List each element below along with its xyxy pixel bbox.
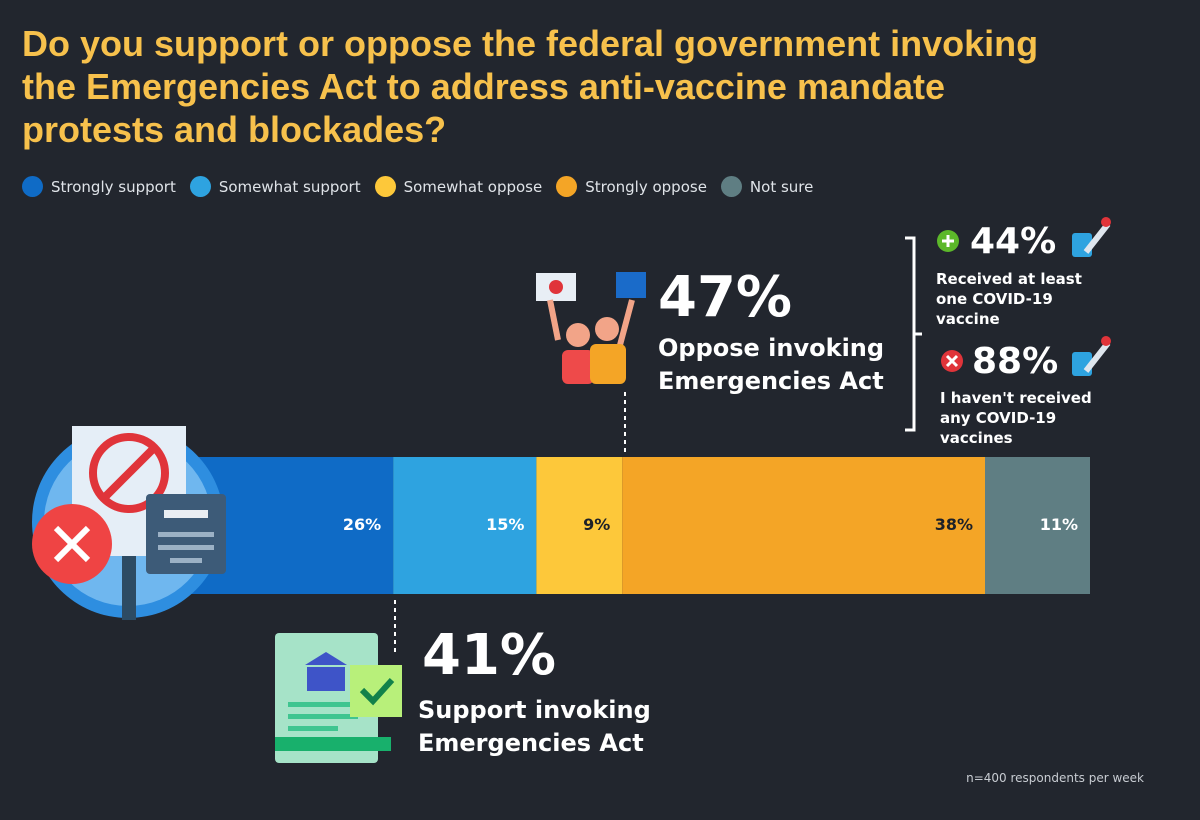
protest-icon bbox=[32, 426, 226, 620]
people-icon bbox=[536, 272, 646, 384]
bar-group: 26% 15% 9% 38% 11% bbox=[145, 457, 1090, 594]
legend-swatch bbox=[720, 176, 742, 197]
bracket bbox=[905, 236, 922, 432]
bar-segment bbox=[622, 457, 985, 594]
support-text: Support invoking Emergencies Act bbox=[418, 696, 651, 757]
legend: Strongly support Somewhat support Somewhat… bbox=[22, 176, 813, 197]
legend-swatch bbox=[22, 176, 43, 197]
value-label: 26% bbox=[343, 515, 381, 534]
vaccinated-text: Received at least one COVID-19 vaccine bbox=[936, 270, 1082, 328]
value-label: 38% bbox=[935, 515, 973, 534]
value-label: 15% bbox=[486, 515, 524, 534]
oppose-text: Oppose invoking Emergencies Act bbox=[658, 334, 885, 395]
bar-segment bbox=[393, 457, 537, 594]
unvaccinated-text: I haven't received any COVID-19 vaccines bbox=[940, 389, 1092, 447]
legend-label: Strongly oppose bbox=[585, 177, 707, 196]
legend-label: Somewhat support bbox=[218, 177, 361, 196]
vaccinated-pct: 44% bbox=[970, 221, 1057, 262]
legend-item: Strongly support bbox=[22, 176, 176, 197]
legend-label: Strongly support bbox=[51, 177, 176, 196]
bar-segment bbox=[536, 457, 623, 594]
note: n=400 respondents per week bbox=[966, 771, 1144, 785]
legend-label: Somewhat oppose bbox=[403, 177, 543, 196]
legend-item: Somewhat support bbox=[189, 176, 361, 197]
document-icon bbox=[275, 633, 402, 763]
legend-item: Somewhat oppose bbox=[374, 176, 543, 197]
vaccine-icon bbox=[1072, 217, 1111, 257]
support-pct: 41% bbox=[422, 623, 557, 688]
legend-swatch bbox=[374, 176, 396, 197]
legend-swatch bbox=[556, 176, 578, 197]
oppose-pct: 47% bbox=[658, 265, 793, 330]
unvaccinated-pct: 88% bbox=[972, 341, 1059, 382]
cross-icon bbox=[941, 350, 963, 372]
plus-icon bbox=[937, 230, 959, 252]
legend-swatch bbox=[189, 176, 211, 197]
legend-item: Strongly oppose bbox=[556, 176, 707, 197]
legend-item: Not sure bbox=[720, 176, 814, 197]
value-label: 9% bbox=[583, 515, 610, 534]
vaccine-icon bbox=[1072, 336, 1111, 376]
value-label: 11% bbox=[1040, 515, 1078, 534]
chart-title: Do you support or oppose the federal gov… bbox=[22, 23, 1039, 150]
legend-label: Not sure bbox=[749, 177, 814, 196]
bar-segment bbox=[985, 457, 1090, 594]
